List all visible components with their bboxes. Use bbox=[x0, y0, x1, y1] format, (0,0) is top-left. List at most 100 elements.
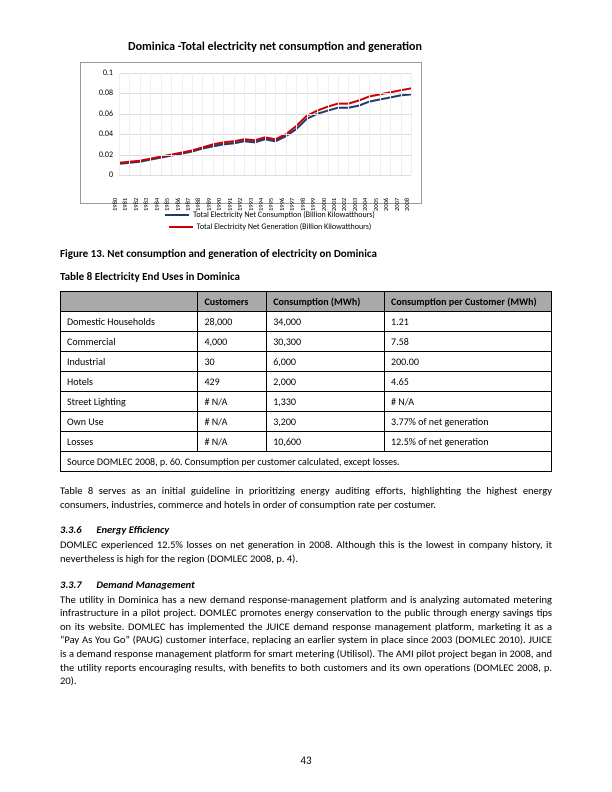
table-column-header bbox=[61, 292, 198, 312]
section-337-heading: 3.3.7 Demand Management bbox=[60, 578, 552, 591]
table-cell: 10,600 bbox=[267, 432, 385, 452]
x-tick-label: 1991 bbox=[226, 198, 234, 211]
table-column-header: Consumption per Customer (MWh) bbox=[385, 292, 552, 312]
table-cell: 2,000 bbox=[267, 372, 385, 392]
chart-legend: Total Electricity Net Consumption (Billi… bbox=[100, 210, 440, 232]
section-337-body: The utility in Dominica has a new demand… bbox=[60, 593, 552, 688]
x-tick-label: 1988 bbox=[194, 198, 202, 211]
y-axis: 00.020.040.060.080.1 bbox=[81, 73, 117, 175]
table-cell: 30,300 bbox=[267, 332, 385, 352]
x-tick-label: 1986 bbox=[174, 198, 182, 211]
x-tick-label: 1985 bbox=[163, 198, 171, 211]
x-tick-label: 2007 bbox=[393, 198, 401, 211]
table-cell: 1.21 bbox=[385, 312, 552, 332]
legend-item: Total Electricity Net Generation (Billio… bbox=[100, 222, 440, 232]
y-tick-label: 0.1 bbox=[103, 68, 113, 78]
table-cell: 200.00 bbox=[385, 352, 552, 372]
table-cell: Domestic Households bbox=[61, 312, 198, 332]
table-cell: Street Lighting bbox=[61, 392, 198, 412]
x-tick-label: 2004 bbox=[361, 198, 369, 211]
legend-label: Total Electricity Net Generation (Billio… bbox=[197, 222, 372, 232]
x-tick-label: 2008 bbox=[403, 198, 411, 211]
table-cell: 12.5% of net generation bbox=[385, 432, 552, 452]
table-cell: 4,000 bbox=[198, 332, 267, 352]
table-row: Street Lighting# N/A1,330# N/A bbox=[61, 392, 552, 412]
x-tick-label: 1987 bbox=[184, 198, 192, 211]
x-tick-label: 1992 bbox=[236, 198, 244, 211]
table-row: Losses# N/A10,60012.5% of net generation bbox=[61, 432, 552, 452]
table-row: Domestic Households28,00034,0001.21 bbox=[61, 312, 552, 332]
table-cell: Own Use bbox=[61, 412, 198, 432]
table-cell: # N/A bbox=[198, 412, 267, 432]
x-tick-label: 1980 bbox=[111, 198, 119, 211]
x-tick-label: 1982 bbox=[132, 198, 140, 211]
x-tick-label: 1994 bbox=[257, 198, 265, 211]
legend-item: Total Electricity Net Consumption (Billi… bbox=[100, 210, 440, 220]
table-column-header: Consumption (MWh) bbox=[267, 292, 385, 312]
y-tick-label: 0.02 bbox=[99, 150, 113, 160]
section-336-num: 3.3.6 bbox=[60, 523, 94, 536]
x-tick-label: 1990 bbox=[215, 198, 223, 211]
table-cell: Industrial bbox=[61, 352, 198, 372]
page-number: 43 bbox=[0, 754, 612, 767]
table-cell: Losses bbox=[61, 432, 198, 452]
table-cell: 7.58 bbox=[385, 332, 552, 352]
x-tick-label: 2002 bbox=[340, 198, 348, 211]
x-tick-label: 1984 bbox=[153, 198, 161, 211]
x-tick-label: 1995 bbox=[267, 198, 275, 211]
section-337-title: Demand Management bbox=[96, 578, 194, 591]
x-tick-label: 2003 bbox=[351, 198, 359, 211]
table-source: Source DOMLEC 2008, p. 60. Consumption p… bbox=[60, 452, 552, 472]
chart-title: Dominica -Total electricity net consumpt… bbox=[110, 40, 440, 54]
x-tick-label: 1981 bbox=[121, 198, 129, 211]
table-cell: # N/A bbox=[385, 392, 552, 412]
x-axis: 1980198119821983198419851986198719881989… bbox=[119, 177, 411, 203]
table-row: Industrial306,000200.00 bbox=[61, 352, 552, 372]
figure-caption: Figure 13. Net consumption and generatio… bbox=[60, 247, 552, 260]
chart-area: 00.020.040.060.080.1 1980198119821983198… bbox=[80, 62, 422, 204]
legend-label: Total Electricity Net Consumption (Billi… bbox=[193, 210, 375, 220]
electricity-chart: Dominica -Total electricity net consumpt… bbox=[80, 40, 552, 232]
table-header-row: CustomersConsumption (MWh)Consumption pe… bbox=[61, 292, 552, 312]
table-cell: 6,000 bbox=[267, 352, 385, 372]
x-tick-label: 2000 bbox=[320, 198, 328, 211]
table-row: Commercial4,00030,3007.58 bbox=[61, 332, 552, 352]
x-tick-label: 2001 bbox=[330, 198, 338, 211]
table-intro-paragraph: Table 8 serves as an initial guideline i… bbox=[60, 484, 552, 511]
chart-plot bbox=[119, 73, 411, 175]
table-row: Hotels4292,0004.65 bbox=[61, 372, 552, 392]
table-column-header: Customers bbox=[198, 292, 267, 312]
x-tick-label: 1997 bbox=[288, 198, 296, 211]
y-tick-label: 0 bbox=[109, 170, 113, 180]
table-cell: # N/A bbox=[198, 392, 267, 412]
legend-swatch bbox=[165, 214, 189, 216]
table-cell: 34,000 bbox=[267, 312, 385, 332]
x-tick-label: 2005 bbox=[372, 198, 380, 211]
table-cell: 3.77% of net generation bbox=[385, 412, 552, 432]
table-cell: 28,000 bbox=[198, 312, 267, 332]
section-336-body: DOMLEC experienced 12.5% losses on net g… bbox=[60, 538, 552, 565]
table-row: Own Use# N/A3,2003.77% of net generation bbox=[61, 412, 552, 432]
y-tick-label: 0.08 bbox=[99, 88, 113, 98]
x-tick-label: 1993 bbox=[247, 198, 255, 211]
x-tick-label: 1989 bbox=[205, 198, 213, 211]
table-cell: 4.65 bbox=[385, 372, 552, 392]
section-337-num: 3.3.7 bbox=[60, 578, 94, 591]
table-cell: 30 bbox=[198, 352, 267, 372]
table-cell: Hotels bbox=[61, 372, 198, 392]
x-tick-label: 1983 bbox=[142, 198, 150, 211]
x-tick-label: 1999 bbox=[309, 198, 317, 211]
table-cell: Commercial bbox=[61, 332, 198, 352]
table-cell: # N/A bbox=[198, 432, 267, 452]
table-caption: Table 8 Electricity End Uses in Dominica bbox=[60, 270, 552, 283]
x-tick-label: 2006 bbox=[382, 198, 390, 211]
section-336-heading: 3.3.6 Energy Efficiency bbox=[60, 523, 552, 536]
table-cell: 429 bbox=[198, 372, 267, 392]
end-uses-table: CustomersConsumption (MWh)Consumption pe… bbox=[60, 291, 552, 452]
x-tick-label: 1996 bbox=[278, 198, 286, 211]
table-cell: 3,200 bbox=[267, 412, 385, 432]
y-tick-label: 0.04 bbox=[99, 129, 113, 139]
section-336-title: Energy Efficiency bbox=[96, 523, 169, 536]
table-body: Domestic Households28,00034,0001.21Comme… bbox=[61, 312, 552, 452]
x-tick-label: 1998 bbox=[299, 198, 307, 211]
